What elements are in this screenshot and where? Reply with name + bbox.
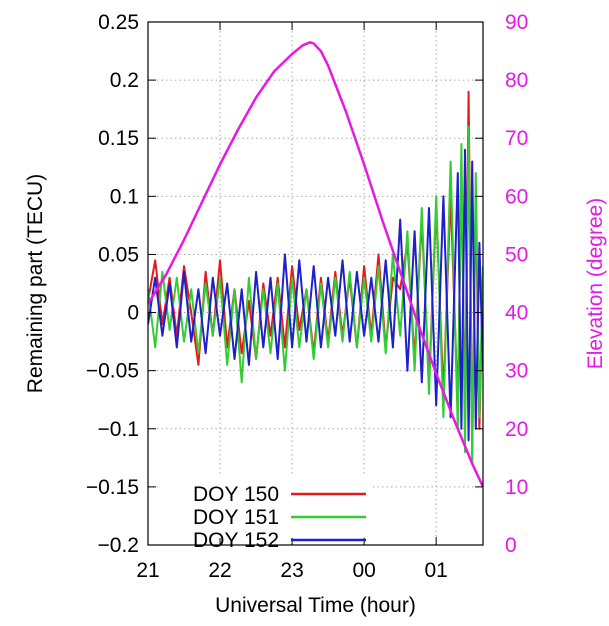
legend-label-doy-150: DOY 150 — [193, 483, 279, 506]
axis-ticks — [147, 21, 483, 546]
y-tick-label-0-05: −0.05 — [86, 360, 139, 383]
y2-tick-label-50: 50 — [505, 243, 528, 266]
x-tick-label-01: 01 — [424, 559, 447, 582]
y2-tick-label-70: 70 — [505, 127, 528, 150]
y2-tick-label-40: 40 — [505, 302, 528, 325]
y-tick-label-0-1: 0.1 — [110, 185, 139, 208]
elevation-line — [148, 41, 483, 488]
y2-axis-title: Elevation (degree) — [584, 198, 607, 370]
legend-label-doy-151: DOY 151 — [193, 506, 279, 529]
series-line-doy-151 — [148, 125, 483, 465]
y2-tick-label-80: 80 — [505, 69, 528, 92]
y-tick-label-0-15: −0.15 — [86, 476, 139, 499]
y2-tick-label-10: 10 — [505, 476, 528, 499]
y-tick-label-0-2: 0.2 — [110, 69, 139, 92]
legend: DOY 150 DOY 151 DOY 152 — [158, 474, 373, 552]
plot-frame — [147, 21, 484, 546]
y-tick-label-0-25: 0.25 — [98, 11, 139, 34]
y2-tick-label-30: 30 — [505, 360, 528, 383]
y2-tick-label-90: 90 — [505, 11, 528, 34]
y-tick-label-0-15: 0.15 — [98, 127, 139, 150]
y-tick-label-0-1: −0.1 — [98, 418, 139, 441]
y-axis-title: Remaining part (TECU) — [24, 174, 47, 393]
series-line-doy-152 — [148, 148, 483, 442]
y-tick-label-0-05: 0.05 — [98, 243, 139, 266]
x-tick-label-22: 22 — [208, 559, 231, 582]
y2-tick-label-60: 60 — [505, 185, 528, 208]
legend-background — [158, 474, 373, 538]
x-tick-label-23: 23 — [280, 559, 303, 582]
series-layer — [148, 41, 483, 488]
x-axis-title: Universal Time (hour) — [215, 594, 416, 617]
tick-labels: 21 22 23 00 01 0.25 0.2 0.15 0.1 0.05 0 −0.05 −0.1 −0… — [86, 11, 529, 582]
legend-label-doy-152: DOY 152 — [193, 529, 279, 552]
y2-tick-label-20: 20 — [505, 418, 528, 441]
x-tick-label-21: 21 — [136, 559, 159, 582]
x-tick-label-00: 00 — [352, 559, 375, 582]
y2-tick-label-0: 0 — [505, 534, 517, 557]
y-tick-label-0-2: −0.2 — [98, 534, 139, 557]
y-tick-label-0: 0 — [127, 302, 139, 325]
